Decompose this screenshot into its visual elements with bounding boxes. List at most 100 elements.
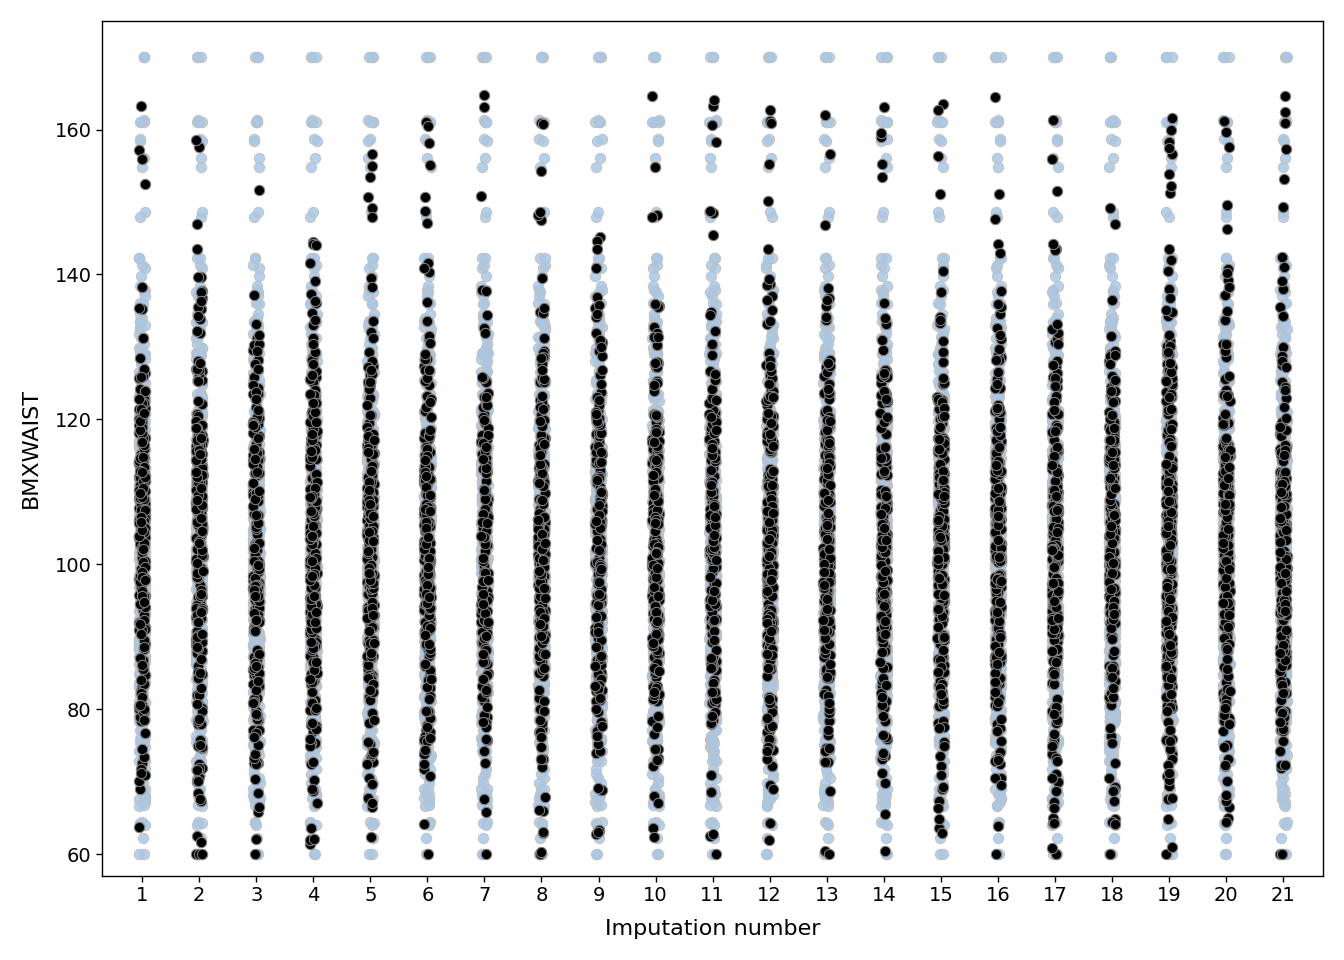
Point	[415, 632, 437, 647]
Point	[1046, 488, 1067, 503]
Point	[927, 296, 949, 311]
Point	[1043, 631, 1064, 646]
Point	[477, 665, 499, 681]
Point	[874, 642, 895, 658]
Point	[245, 754, 266, 769]
Point	[930, 432, 952, 447]
Point	[984, 675, 1005, 690]
Point	[642, 296, 664, 311]
Point	[1214, 669, 1235, 684]
Point	[1157, 666, 1179, 682]
Point	[1219, 484, 1241, 499]
Point	[1098, 847, 1120, 862]
Point	[876, 337, 898, 352]
Point	[816, 497, 837, 513]
Point	[128, 452, 149, 468]
Point	[472, 577, 493, 592]
Point	[414, 642, 435, 658]
Point	[1218, 549, 1239, 564]
Point	[814, 364, 836, 379]
Point	[590, 631, 612, 646]
Point	[418, 665, 439, 681]
Point	[703, 377, 724, 393]
Point	[1160, 402, 1181, 418]
Point	[187, 544, 208, 560]
Point	[134, 572, 156, 588]
Point	[1161, 602, 1183, 617]
Point	[1043, 512, 1064, 527]
Point	[476, 132, 497, 148]
Point	[930, 420, 952, 436]
Point	[1214, 691, 1235, 707]
Point	[702, 403, 723, 419]
Point	[1271, 607, 1293, 622]
Point	[704, 449, 726, 465]
Point	[360, 749, 382, 764]
Point	[991, 413, 1012, 428]
Point	[590, 484, 612, 499]
Point	[358, 713, 379, 729]
Point	[415, 667, 437, 683]
Point	[1212, 471, 1234, 487]
Point	[930, 530, 952, 545]
Point	[1214, 580, 1235, 595]
Point	[1275, 141, 1297, 156]
Point	[699, 514, 720, 529]
Point	[591, 667, 613, 683]
Point	[1043, 751, 1064, 766]
Point	[129, 510, 151, 525]
Point	[1157, 576, 1179, 591]
Point	[1099, 685, 1121, 701]
Point	[249, 655, 270, 670]
Point	[1160, 122, 1181, 137]
Point	[758, 629, 780, 644]
Point	[1159, 366, 1180, 381]
Point	[528, 569, 550, 585]
Point	[1156, 496, 1177, 512]
Point	[1159, 508, 1180, 523]
Point	[699, 307, 720, 323]
Point	[476, 464, 497, 479]
Point	[191, 598, 212, 613]
Point	[473, 512, 495, 527]
Point	[301, 568, 323, 584]
Point	[646, 504, 668, 519]
Point	[589, 419, 610, 434]
Point	[814, 439, 836, 454]
Point	[761, 545, 782, 561]
Point	[419, 114, 441, 130]
Point	[1047, 714, 1068, 730]
Point	[1157, 516, 1179, 531]
Point	[758, 582, 780, 597]
Point	[642, 372, 664, 388]
Point	[419, 620, 441, 636]
Point	[1156, 508, 1177, 523]
Point	[472, 375, 493, 391]
Point	[818, 613, 840, 629]
Point	[585, 446, 606, 462]
Point	[757, 555, 778, 570]
Point	[706, 114, 727, 130]
Point	[648, 708, 669, 724]
Point	[185, 330, 207, 346]
Point	[1273, 631, 1294, 646]
Point	[704, 526, 726, 541]
Point	[473, 630, 495, 645]
Point	[192, 519, 214, 535]
Point	[188, 732, 210, 747]
Point	[927, 604, 949, 619]
Point	[758, 605, 780, 620]
Point	[134, 711, 156, 727]
Point	[762, 410, 784, 425]
Point	[644, 384, 665, 399]
Point	[927, 460, 949, 475]
Point	[134, 508, 156, 523]
Point	[874, 682, 895, 697]
Point	[1043, 467, 1064, 482]
Point	[590, 608, 612, 623]
Point	[530, 377, 551, 393]
Point	[474, 472, 496, 488]
Point	[304, 709, 325, 725]
Point	[644, 689, 665, 705]
Point	[874, 484, 895, 499]
